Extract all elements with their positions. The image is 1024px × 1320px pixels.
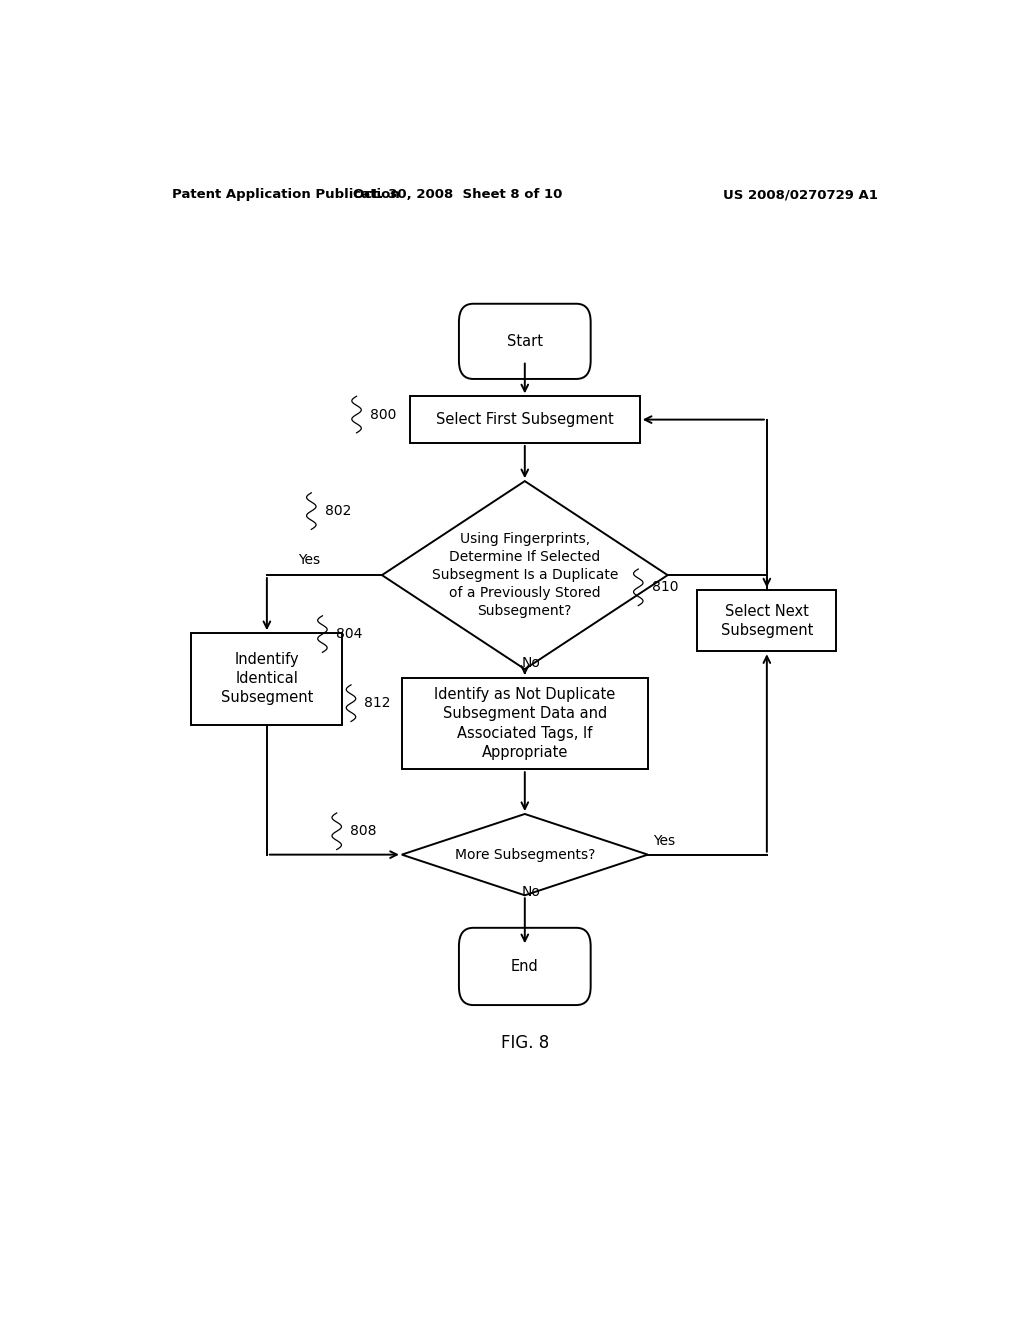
Text: More Subsegments?: More Subsegments?	[455, 847, 595, 862]
Bar	[410, 396, 640, 444]
Text: Select First Subsegment: Select First Subsegment	[436, 412, 613, 428]
Text: 808: 808	[350, 824, 377, 838]
Text: Yes: Yes	[652, 834, 675, 849]
FancyBboxPatch shape	[459, 928, 591, 1005]
Text: Using Fingerprints,
Determine If Selected
Subsegment Is a Duplicate
of a Previou: Using Fingerprints, Determine If Selecte…	[431, 532, 618, 618]
Text: 802: 802	[325, 504, 351, 517]
Text: FIG. 8: FIG. 8	[501, 1034, 549, 1052]
Text: 812: 812	[365, 696, 391, 710]
Text: End: End	[511, 958, 539, 974]
Text: US 2008/0270729 A1: US 2008/0270729 A1	[723, 189, 878, 202]
Polygon shape	[401, 814, 648, 895]
Text: Indentify
Identical
Subsegment: Indentify Identical Subsegment	[221, 652, 313, 705]
Text: Yes: Yes	[298, 553, 321, 566]
Text: Select Next
Subsegment: Select Next Subsegment	[721, 603, 813, 638]
Text: 800: 800	[370, 408, 396, 421]
Bar	[697, 590, 837, 651]
Text: Start: Start	[507, 334, 543, 348]
Bar	[191, 634, 342, 725]
Text: Patent Application Publication: Patent Application Publication	[172, 189, 399, 202]
Text: 810: 810	[652, 581, 678, 594]
Text: Identify as Not Duplicate
Subsegment Data and
Associated Tags, If
Appropriate: Identify as Not Duplicate Subsegment Dat…	[434, 688, 615, 760]
Text: No: No	[521, 886, 541, 899]
Text: Oct. 30, 2008  Sheet 8 of 10: Oct. 30, 2008 Sheet 8 of 10	[352, 189, 562, 202]
Text: No: No	[521, 656, 541, 669]
FancyBboxPatch shape	[459, 304, 591, 379]
Bar	[401, 677, 648, 770]
Polygon shape	[382, 480, 668, 669]
Text: 804: 804	[336, 627, 362, 642]
